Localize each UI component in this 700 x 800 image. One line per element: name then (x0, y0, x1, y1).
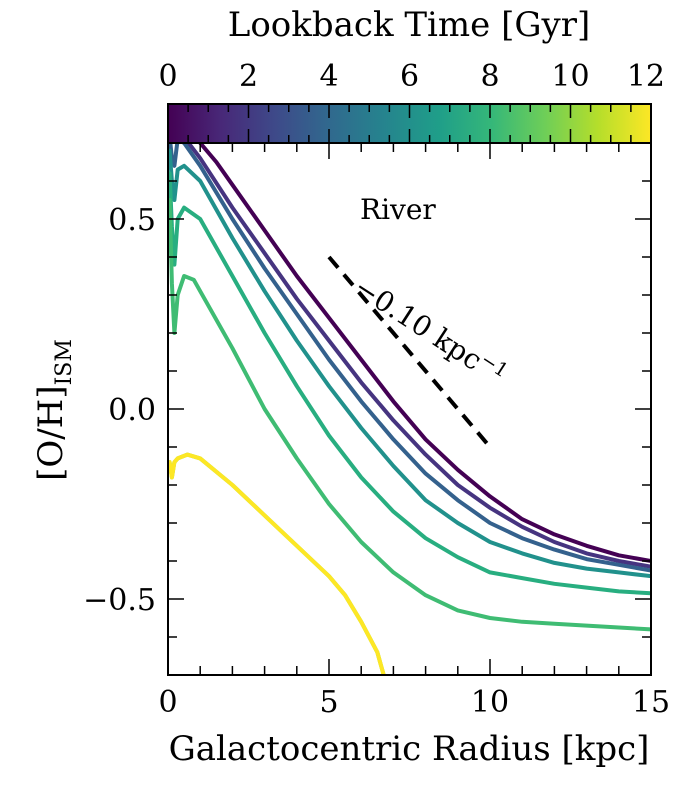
y-tick-label: 0.0 (108, 393, 156, 428)
y-axis-title: [O/H]ISM (31, 339, 77, 481)
series-line-5gyr (168, 148, 651, 579)
series-layer (168, 143, 651, 675)
colorbar-label: Lookback Time [Gyr] (228, 5, 590, 45)
colorbar-tick-label: 8 (480, 59, 499, 94)
x-tick-label: 10 (471, 685, 509, 720)
series-line-7gyr (168, 171, 651, 596)
colorbar-tick-label: 12 (627, 59, 665, 94)
series-line-9gyr (168, 198, 651, 632)
colorbar-tick-label: 0 (158, 59, 177, 94)
x-tick-label: 5 (319, 685, 338, 720)
plot-area: River −0.10 kpc−1 0 5 10 15 −0.50.00.5 (83, 142, 670, 720)
y-axis-ticks: −0.5 0.0 0.5 (83, 142, 651, 676)
colorbar-tick-label: 2 (239, 59, 258, 94)
series-line-0gyr (197, 143, 651, 563)
annotation-river: River (360, 193, 436, 226)
x-tick-label: 0 (158, 685, 177, 720)
y-axis-title-main: [O/H] (31, 385, 71, 481)
x-tick-label: 15 (632, 685, 670, 720)
colorbar-ticks: 0 2 4 6 8 10 12 (158, 59, 665, 143)
series-line-10-5gyr (168, 452, 386, 675)
colorbar: 0 2 4 6 8 10 12 Lookback Time [Gyr] (158, 5, 665, 144)
annotation-slope-text: −0.10 kpc (348, 270, 488, 377)
series-line-3-5gyr (168, 143, 651, 573)
x-axis-title: Galactocentric Radius [kpc] (169, 729, 650, 769)
y-tick-label: −0.5 (83, 583, 156, 618)
x-axis-ticks: 0 5 10 15 (158, 143, 670, 720)
series-line-12gyr (168, 452, 386, 675)
y-axis-title-subscript: ISM (52, 339, 77, 385)
colorbar-tick-label: 4 (319, 59, 338, 94)
y-tick-label: 0.5 (108, 203, 156, 238)
series-line-2gyr (186, 143, 651, 569)
colorbar-tick-label: 10 (551, 59, 589, 94)
reference-slope-line (327, 255, 492, 449)
colorbar-tick-label: 6 (400, 59, 419, 94)
